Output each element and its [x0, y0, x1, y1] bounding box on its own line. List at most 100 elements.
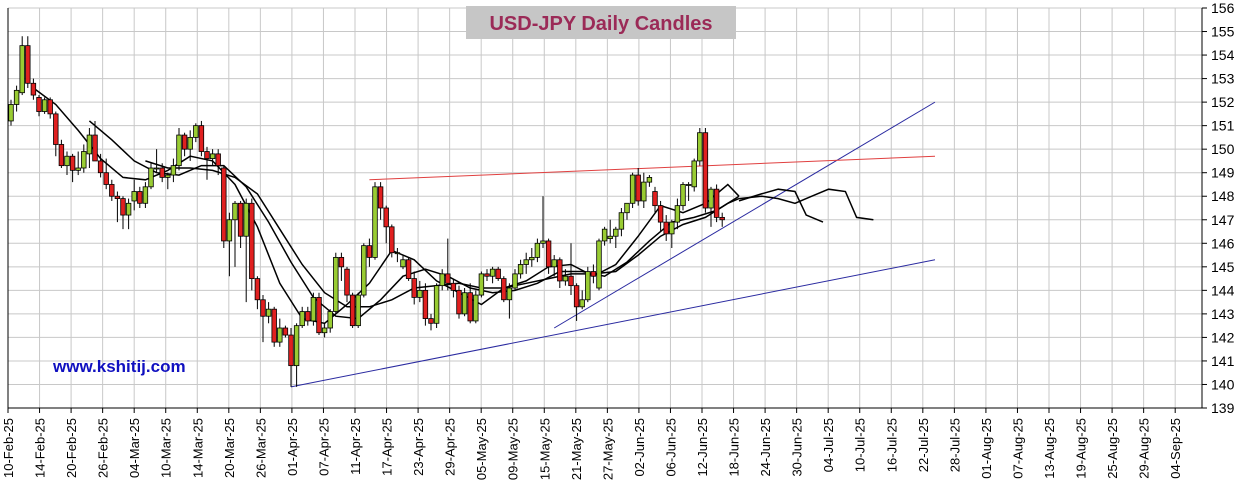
x-tick-label: 10-Feb-25 [1, 418, 16, 478]
candle [176, 128, 182, 171]
candle [254, 276, 261, 310]
moving-average-line [738, 188, 874, 221]
candle [19, 36, 25, 96]
candle [506, 283, 513, 319]
candle [277, 318, 283, 347]
x-tick-label: 29-Apr-25 [443, 418, 458, 476]
candle-body [148, 167, 154, 188]
candle-body [439, 273, 445, 287]
candle-body [125, 202, 132, 216]
candle-body [53, 113, 59, 145]
candle-body [534, 242, 541, 258]
candle [473, 290, 479, 324]
candle-body [618, 212, 625, 230]
candle-body [226, 219, 233, 242]
candle [237, 200, 244, 248]
candle [114, 191, 121, 223]
candle [713, 184, 720, 223]
x-tick-label: 28-Jul-25 [947, 418, 962, 472]
chart-title-background [466, 6, 736, 39]
candle-body [702, 132, 709, 209]
x-tick-label: 05-May-25 [474, 418, 489, 480]
candle [36, 95, 42, 117]
candle [635, 168, 641, 206]
candle-body [389, 226, 395, 254]
candle-body [165, 174, 171, 178]
candle-body [254, 278, 261, 301]
candle [109, 179, 115, 201]
candle-body [327, 311, 333, 329]
candle-body [641, 181, 647, 202]
candle [618, 208, 625, 237]
candle-body [551, 259, 557, 268]
candle-body [299, 311, 305, 327]
moving-average-line [738, 188, 824, 223]
candle [193, 123, 199, 143]
candle-body [501, 278, 507, 301]
candle [310, 292, 317, 326]
candle [596, 238, 602, 291]
candle-body [344, 268, 350, 296]
candle-body [596, 240, 602, 289]
candle [288, 328, 294, 387]
candle-body [25, 45, 31, 84]
candle [445, 238, 451, 291]
candle [8, 99, 14, 126]
candle-body [540, 240, 546, 244]
x-tick-label: 26-Feb-25 [96, 418, 111, 478]
candle-body [545, 240, 552, 268]
y-tick-label: 140 [1211, 376, 1235, 392]
x-tick-label: 14-Mar-25 [190, 418, 205, 478]
candle-body [131, 191, 137, 202]
candle [629, 172, 636, 208]
candle [467, 283, 473, 324]
candle-body [400, 259, 406, 268]
candle [383, 205, 389, 244]
candle [450, 278, 457, 298]
candle-body [114, 195, 121, 199]
chart-title-group: USD-JPY Daily Candles [466, 6, 736, 39]
candle [249, 198, 255, 291]
candle-body [456, 289, 462, 315]
candles [8, 36, 725, 387]
candle [198, 120, 205, 157]
candle [47, 97, 53, 119]
candle [417, 280, 423, 303]
candle-body [489, 268, 496, 277]
candle-body [41, 99, 48, 112]
candle-body [573, 285, 580, 308]
candle-body [422, 289, 429, 319]
candle [652, 186, 658, 213]
candle [545, 238, 552, 274]
candle [433, 283, 440, 328]
y-tick-label: 153 [1211, 71, 1235, 87]
x-tick-label: 04-Mar-25 [127, 418, 142, 478]
x-tick-label: 19-Aug-25 [1074, 418, 1089, 479]
candle [25, 36, 31, 88]
candle [674, 198, 681, 230]
candle-body [568, 275, 574, 287]
candle [204, 146, 210, 180]
candle [165, 172, 171, 190]
candle-body [181, 134, 188, 150]
candle [585, 266, 591, 303]
candle [685, 182, 692, 201]
y-tick-label: 151 [1211, 118, 1235, 134]
candle-body [47, 99, 53, 115]
x-tick-label: 11-Apr-25 [348, 418, 363, 475]
x-tick-label: 26-Mar-25 [253, 418, 268, 478]
candle-body [137, 191, 143, 204]
candle-body [209, 153, 216, 159]
x-tick-label: 07-Aug-25 [1010, 418, 1025, 479]
trendline [290, 259, 936, 388]
candle-body [361, 245, 367, 296]
candle [657, 200, 664, 232]
x-tick-label: 17-Apr-25 [380, 418, 395, 476]
candle [590, 264, 597, 284]
x-tick-label: 16-Jul-25 [884, 418, 899, 472]
candle [103, 158, 109, 190]
x-tick-label: 20-Mar-25 [222, 418, 237, 478]
candle-body [75, 167, 81, 171]
candle-body [417, 289, 423, 298]
